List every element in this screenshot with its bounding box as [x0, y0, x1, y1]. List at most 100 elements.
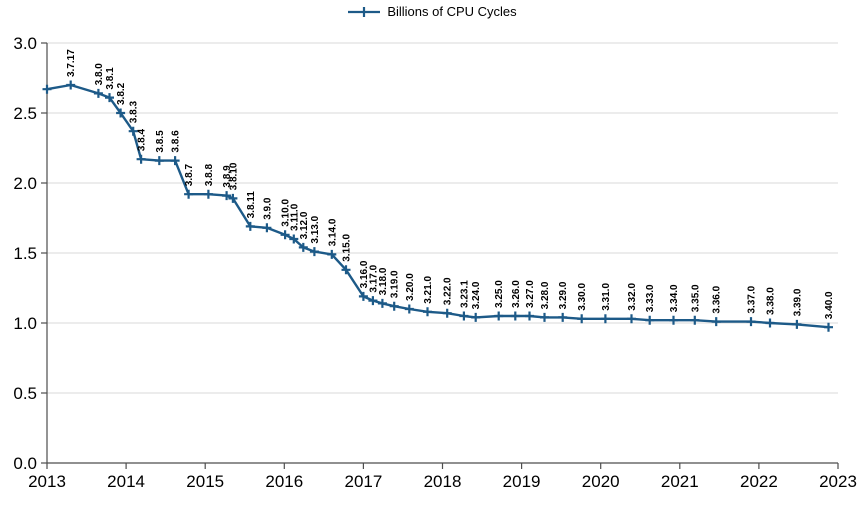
point-label: 3.8.11 — [246, 191, 257, 219]
point-label: 3.18.0 — [378, 267, 389, 295]
point-marker — [66, 80, 76, 90]
point-label: 3.27.0 — [525, 280, 536, 308]
x-tick-label: 2013 — [28, 472, 66, 491]
point-label: 3.8.5 — [155, 130, 166, 153]
x-tick-label: 2018 — [424, 472, 462, 491]
point-label: 3.37.0 — [747, 285, 758, 313]
point-label: 3.28.0 — [540, 281, 551, 309]
point-marker — [669, 315, 678, 325]
series-line — [45, 83, 830, 329]
point-marker — [128, 126, 138, 136]
point-marker — [368, 296, 378, 306]
point-label: 3.16.0 — [359, 260, 370, 288]
point-marker — [93, 88, 103, 98]
point-marker — [245, 221, 255, 231]
point-marker — [170, 156, 180, 166]
point-marker — [600, 314, 610, 324]
point-marker — [711, 317, 721, 327]
legend-line-marker-icon — [348, 6, 381, 17]
point-marker — [203, 189, 213, 199]
point-label: 3.25.0 — [494, 280, 505, 308]
point-label: 3.13.0 — [310, 215, 321, 243]
x-tick-label: 2020 — [582, 472, 620, 491]
y-tick-label: 0.5 — [13, 384, 37, 403]
x-tick-label: 2015 — [186, 472, 224, 491]
point-label: 3.30.0 — [577, 283, 588, 311]
x-tick-label: 2017 — [344, 472, 382, 491]
point-marker — [459, 311, 469, 321]
point-marker — [289, 234, 299, 244]
point-label: 3.33.0 — [645, 284, 656, 312]
point-label: 3.8.4 — [137, 129, 148, 152]
point-label: 3.14.0 — [327, 218, 338, 246]
point-label: 3.8.9 — [222, 165, 233, 188]
point-label: 3.29.0 — [558, 281, 569, 309]
point-label: 3.23.1 — [459, 280, 470, 308]
point-marker — [824, 322, 833, 332]
point-label: 3.31.0 — [601, 283, 612, 311]
point-label: 3.8.10 — [228, 162, 239, 190]
point-marker — [389, 301, 399, 311]
point-marker — [494, 311, 504, 321]
point-marker — [228, 193, 238, 203]
point-marker — [341, 265, 351, 275]
point-marker — [222, 191, 232, 201]
point-label: 3.24.0 — [471, 281, 482, 309]
point-label: 3.34.0 — [669, 284, 680, 312]
point-label: 3.26.0 — [511, 280, 522, 308]
point-label: 3.38.0 — [766, 287, 777, 315]
point-label: 3.8.6 — [171, 130, 182, 153]
point-label: 3.11.0 — [289, 203, 300, 231]
x-tick-label: 2019 — [503, 472, 541, 491]
point-marker — [746, 317, 756, 327]
x-tick-label: 2022 — [740, 472, 778, 491]
point-label: 3.8.3 — [129, 101, 140, 124]
point-label: 3.20.0 — [405, 273, 416, 301]
point-marker — [792, 319, 802, 329]
x-tick-label: 2016 — [265, 472, 303, 491]
point-marker — [116, 108, 126, 118]
point-marker — [423, 307, 432, 317]
point-marker — [184, 189, 194, 199]
point-marker — [627, 314, 636, 324]
point-label: 3.40.0 — [824, 291, 835, 319]
x-tick-label: 2023 — [819, 472, 857, 491]
y-tick-label: 1.5 — [13, 244, 37, 263]
point-marker — [309, 247, 319, 257]
point-marker — [577, 314, 587, 324]
point-marker — [42, 84, 52, 94]
point-marker — [540, 312, 549, 322]
y-tick-label: 1.0 — [13, 314, 37, 333]
point-marker — [358, 291, 368, 301]
point-label: 3.21.0 — [423, 276, 434, 304]
point-marker — [327, 249, 337, 259]
y-tick-label: 0.0 — [13, 454, 37, 473]
point-marker — [377, 298, 387, 308]
point-label: 3.36.0 — [712, 285, 723, 313]
point-marker — [510, 311, 520, 321]
point-marker — [404, 304, 414, 314]
point-marker — [262, 223, 272, 233]
point-label: 3.17.0 — [368, 264, 379, 292]
point-marker — [471, 312, 481, 322]
point-label: 3.39.0 — [792, 288, 803, 316]
point-label: 3.8.2 — [116, 82, 127, 105]
point-label: 3.8.0 — [94, 63, 105, 86]
x-tick-label: 2021 — [661, 472, 699, 491]
point-marker — [525, 311, 534, 321]
point-label: 3.22.0 — [443, 277, 454, 305]
point-label: 3.32.0 — [627, 283, 638, 311]
point-label: 3.8.1 — [105, 67, 116, 90]
point-marker — [280, 230, 290, 240]
point-marker — [765, 318, 775, 328]
x-tick-label: 2014 — [107, 472, 145, 491]
point-label: 3.8.8 — [204, 164, 215, 187]
point-marker — [154, 156, 164, 166]
point-label: 3.35.0 — [690, 284, 701, 312]
point-label: 3.19.0 — [390, 270, 401, 298]
point-marker — [298, 242, 308, 252]
point-marker — [558, 312, 568, 322]
point-marker — [690, 315, 700, 325]
